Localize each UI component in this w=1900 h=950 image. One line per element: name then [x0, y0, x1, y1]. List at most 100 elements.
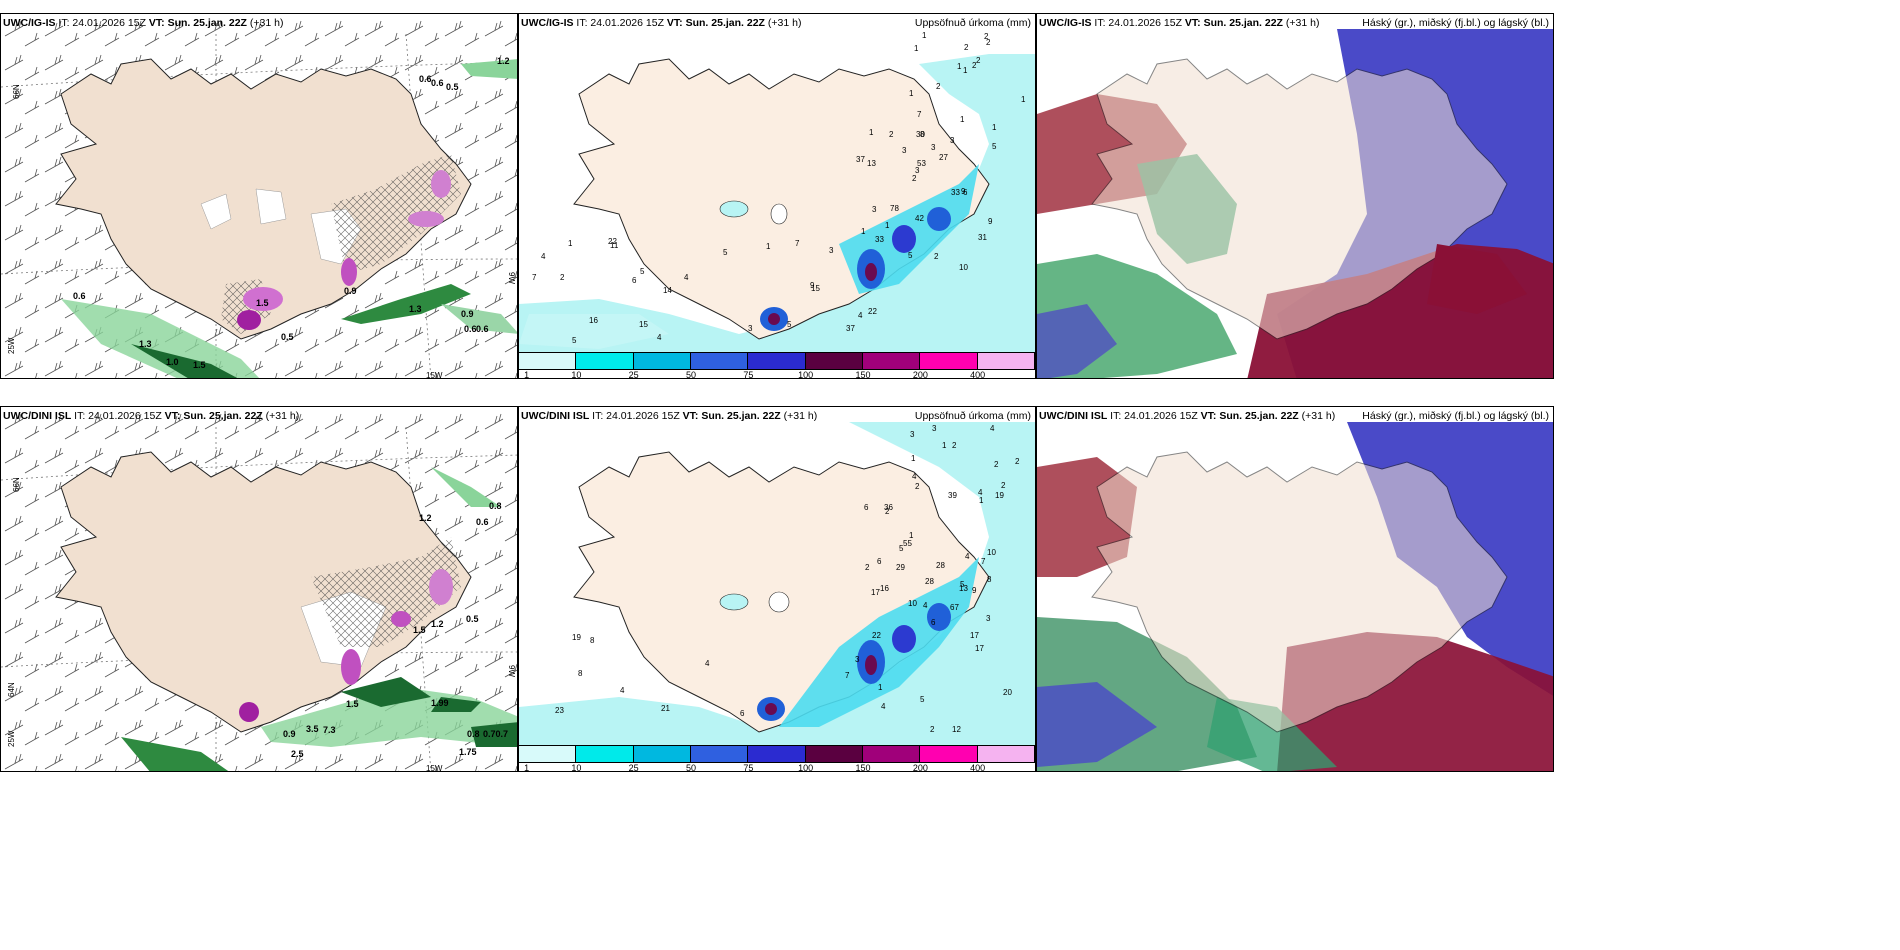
panel-title: Háský (gr.), miðský (fj.bl.) og lágský (…: [1362, 410, 1549, 422]
colorbar-label: 400: [970, 763, 986, 772]
precip-value: 6: [864, 503, 869, 512]
precip-value: 1: [957, 62, 962, 71]
precip-value: 9: [810, 281, 815, 290]
precip-values: 1111222222111312333303331182761737335342…: [532, 31, 1026, 345]
precip-value: 10: [959, 263, 968, 272]
precip-value: 1.75: [459, 747, 477, 757]
precip-green-band: [461, 59, 517, 79]
panel-title: Uppsöfnuð úrkoma (mm): [914, 17, 1031, 29]
precip-value: 2: [934, 252, 939, 261]
colorbar-label: 100: [798, 370, 814, 379]
precip-value: 3: [872, 205, 877, 214]
precip-value: 2: [952, 441, 957, 450]
map-accum-precip: 2 223224414316310102828116191583936522466…: [519, 422, 1035, 747]
precip-purple: [765, 703, 777, 715]
panel-header: UWC/DINI ISL IT: 24.01.2026 15Z VT: Sun.…: [1039, 410, 1336, 422]
precip-value: 23: [555, 706, 564, 715]
precip-magenta: [391, 611, 411, 627]
precip-value: 0.6: [73, 291, 86, 301]
precip-value: 1.5: [193, 360, 206, 370]
snow-hatch: [311, 537, 461, 647]
colorbar-label: 1: [524, 370, 530, 379]
precip-value: 8: [987, 575, 992, 584]
precip-value: 2: [964, 43, 969, 52]
colorbar-label: 200: [912, 370, 928, 379]
precip-value: 37: [856, 155, 865, 164]
colorbar-label: 150: [855, 763, 871, 772]
lat-label: 66N: [12, 477, 21, 492]
precip-value: 1: [568, 239, 573, 248]
map-wind-barbs: 1.2 0.6 0.6 0.5 0.6 1.3 1.0 1.5 0.5 0.9 …: [1, 14, 517, 379]
map-clouds: [1037, 407, 1553, 771]
precip-value: 0.70.7: [483, 729, 508, 739]
precip-green-band: [431, 467, 501, 507]
precip-value: 2: [889, 130, 894, 139]
precip-blue: [892, 625, 916, 653]
precip-value: 1: [1021, 95, 1026, 104]
precip-value: 0.6: [464, 324, 477, 334]
precip-blue: [927, 603, 951, 631]
precip-value: 33: [951, 188, 960, 197]
precip-value: 3: [931, 143, 936, 152]
precip-value: 2: [976, 56, 981, 65]
colorbar-cell: [862, 746, 921, 762]
lat-label: 64N: [7, 682, 16, 697]
precip-green-band: [121, 737, 229, 771]
precip-value: 16: [589, 316, 598, 325]
panel-header: UWC/DINI ISL IT: 24.01.2026 15Z VT: Sun.…: [521, 410, 818, 422]
colorbar-cell: [805, 353, 863, 369]
precip-value: 1.2: [497, 56, 510, 66]
precip-value: 5: [960, 580, 965, 589]
precip-value: 5: [572, 336, 577, 345]
precip-blue: [927, 207, 951, 231]
colorbar-label: 25: [628, 763, 639, 772]
precip-value: 1.5: [413, 625, 426, 635]
panel-accum-precip-dini[interactable]: UWC/DINI ISL IT: 24.01.2026 15Z VT: Sun.…: [518, 406, 1036, 772]
precip-value: 5: [920, 695, 925, 704]
precip-value: 22: [868, 307, 877, 316]
precip-value: 1.2: [419, 513, 432, 523]
panel-clouds-igis[interactable]: UWC/IG-IS IT: 24.01.2026 15Z VT: Sun. 25…: [1036, 13, 1554, 379]
lon-label: 15W: [426, 371, 443, 379]
precip-value: 78: [890, 204, 899, 213]
precip-value: 7: [917, 110, 922, 119]
colorbar-label: 10: [571, 763, 582, 772]
precip-value: 19: [572, 633, 581, 642]
panel-wind-precip-dini[interactable]: UWC/DINI ISL IT: 24.01.2026 15Z VT: Sun.…: [0, 406, 518, 772]
precip-value: 2: [912, 174, 917, 183]
colorbar: 1 10 25 50 75 100 150 200 400: [519, 745, 1035, 771]
colorbar-cell: [690, 353, 749, 369]
colorbar-label: 100: [798, 763, 814, 772]
precip-value: 31: [978, 233, 987, 242]
panel-wind-precip-igis[interactable]: UWC/IG-IS IT: 24.01.2026 15Z VT: Sun. 25…: [0, 13, 518, 379]
precip-green-dark: [471, 722, 517, 747]
precip-magenta: [408, 211, 444, 227]
precip-value: 5: [992, 142, 997, 151]
colorbar-label: 50: [685, 370, 697, 379]
precip-value: 3: [910, 430, 915, 439]
panel-clouds-dini[interactable]: UWC/DINI ISL IT: 24.01.2026 15Z VT: Sun.…: [1036, 406, 1554, 772]
panel-accum-precip-igis[interactable]: UWC/IG-IS IT: 24.01.2026 15Z VT: Sun. 25…: [518, 13, 1036, 379]
panel-header: UWC/IG-IS IT: 24.01.2026 15Z VT: Sun. 25…: [521, 17, 802, 29]
precip-blue: [892, 225, 916, 253]
precip-value: 5: [723, 248, 728, 257]
precip-value: 4: [684, 273, 689, 282]
precip-value: 0.9: [461, 309, 474, 319]
precip-value: 0.6: [419, 74, 432, 84]
precip-value: 0.8: [489, 501, 502, 511]
low-cloud-green: [1207, 697, 1337, 771]
lon-label: 15W: [426, 764, 443, 772]
precip-magenta: [341, 649, 361, 685]
precip-value: 2: [972, 61, 977, 70]
precip-purple: [865, 655, 877, 675]
precip-value: 5: [787, 320, 792, 329]
precip-green-band: [441, 304, 517, 334]
precip-value: 1.5: [346, 699, 359, 709]
precip-light-cyan: [519, 54, 1035, 354]
precip-green-dark: [341, 677, 431, 707]
precip-value: 1: [914, 44, 919, 53]
precip-value: 28: [936, 561, 945, 570]
panel-header: UWC/DINI ISL IT: 24.01.2026 15Z VT: Sun.…: [3, 410, 300, 422]
precip-value: 11: [610, 241, 619, 250]
precip-value: 12: [952, 725, 961, 734]
